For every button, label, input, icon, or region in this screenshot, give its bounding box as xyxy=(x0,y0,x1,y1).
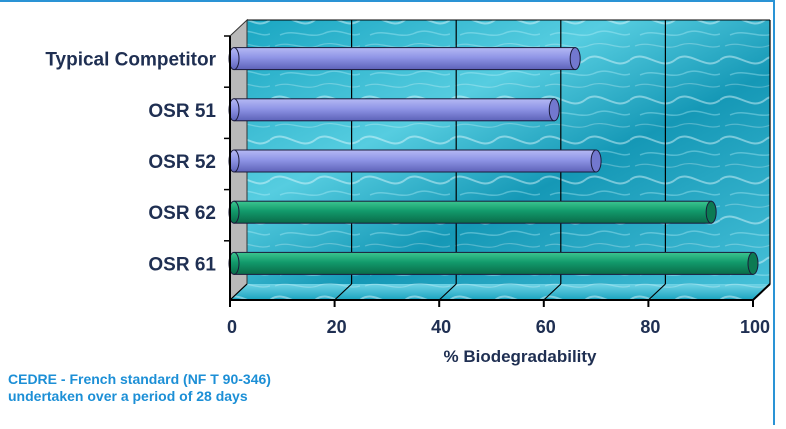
x-axis-title: % Biodegradability xyxy=(443,347,597,366)
x-tick-label: 60 xyxy=(536,317,556,337)
footnote: CEDRE - French standard (NF T 90-346) un… xyxy=(8,371,271,405)
bar-end-cap xyxy=(569,47,581,71)
bar-body xyxy=(233,200,712,224)
floor-gridline-40 xyxy=(438,283,457,301)
bar-body xyxy=(233,98,555,122)
x-tick-label: 0 xyxy=(227,317,237,337)
bar-end-cap xyxy=(747,251,759,275)
x-tick-label: 40 xyxy=(431,317,451,337)
bar-end-cap xyxy=(590,149,602,173)
floor-ripples xyxy=(230,284,770,300)
category-label: OSR 61 xyxy=(148,254,216,275)
floor-gridline-20 xyxy=(334,283,353,301)
bar-body xyxy=(233,251,754,275)
bars xyxy=(228,47,759,275)
footnote-line-1: CEDRE - French standard (NF T 90-346) xyxy=(8,371,271,387)
bar-typical-competitor xyxy=(228,47,581,71)
category-label: OSR 51 xyxy=(148,101,216,122)
figure-frame xyxy=(0,0,775,425)
tick-labels: 0 20 40 60 80 100 xyxy=(227,317,770,337)
bar-osr-61 xyxy=(228,251,759,275)
floor-gridline-60 xyxy=(543,283,562,301)
category-label: Typical Competitor xyxy=(45,50,216,71)
x-tick-label: 80 xyxy=(640,317,660,337)
bar-end-cap xyxy=(548,98,560,122)
x-tick-label: 20 xyxy=(327,317,347,337)
floor-gridline-0 xyxy=(229,283,248,301)
bar-osr-62 xyxy=(228,200,717,224)
footnote-line-2: undertaken over a period of 28 days xyxy=(8,388,248,404)
x-axis-depth-edge xyxy=(752,283,771,301)
axes xyxy=(224,35,771,307)
bar-body xyxy=(233,47,576,71)
bar-body xyxy=(233,149,597,173)
x-tick-label: 100 xyxy=(740,317,770,337)
category-label: OSR 52 xyxy=(148,152,216,173)
category-labels: Typical Competitor OSR 51 OSR 52 OSR 62 OSR … xyxy=(45,50,216,276)
bar-osr-51 xyxy=(228,98,560,122)
bar-osr-52 xyxy=(228,149,602,173)
bar-end-cap xyxy=(705,200,717,224)
category-label: OSR 62 xyxy=(148,203,216,224)
floor-gridline-80 xyxy=(647,283,666,301)
